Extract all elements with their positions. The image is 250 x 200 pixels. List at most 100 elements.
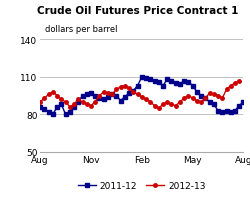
- 2012-13: [85, 104, 88, 106]
- 2011-12: [68, 111, 71, 113]
- Line: 2012-13: 2012-13: [38, 79, 240, 110]
- 2012-13: [228, 85, 231, 87]
- 2012-13: [220, 97, 223, 100]
- 2011-12: [161, 85, 164, 87]
- 2012-13: [98, 95, 100, 97]
- 2011-12: [131, 90, 134, 92]
- 2012-13: [131, 91, 134, 94]
- 2012-13: [56, 95, 58, 97]
- 2011-12: [119, 100, 122, 102]
- 2011-12: [182, 80, 185, 82]
- 2012-13: [89, 105, 92, 107]
- 2012-13: [119, 86, 122, 89]
- 2012-13: [60, 99, 62, 101]
- 2011-12: [64, 114, 67, 116]
- 2012-13: [199, 101, 202, 104]
- 2012-13: [64, 101, 67, 104]
- Legend: 2011-12, 2012-13: 2011-12, 2012-13: [74, 178, 208, 194]
- 2011-12: [169, 80, 172, 82]
- 2011-12: [232, 110, 235, 112]
- 2012-13: [207, 92, 210, 95]
- 2011-12: [178, 84, 181, 86]
- 2011-12: [190, 85, 194, 87]
- 2012-13: [178, 101, 181, 104]
- Text: dollars per barrel: dollars per barrel: [45, 25, 117, 34]
- 2012-13: [140, 96, 143, 99]
- 2011-12: [186, 81, 189, 84]
- 2011-12: [237, 105, 240, 107]
- 2012-13: [156, 107, 160, 110]
- 2012-13: [165, 101, 168, 104]
- 2011-12: [98, 97, 100, 100]
- 2011-12: [60, 104, 62, 106]
- 2012-13: [203, 97, 206, 100]
- 2011-12: [127, 92, 130, 95]
- 2012-13: [68, 106, 71, 108]
- Line: 2011-12: 2011-12: [38, 76, 244, 116]
- 2011-12: [43, 109, 46, 111]
- 2011-12: [165, 79, 168, 81]
- 2011-12: [228, 111, 231, 113]
- 2011-12: [194, 91, 198, 94]
- Text: Crude Oil Futures Price Contract 1: Crude Oil Futures Price Contract 1: [37, 6, 238, 16]
- 2011-12: [51, 114, 54, 116]
- 2012-13: [232, 82, 235, 85]
- 2012-13: [110, 94, 113, 96]
- 2011-12: [81, 95, 84, 97]
- 2012-13: [237, 80, 240, 82]
- 2012-13: [144, 99, 147, 101]
- 2011-12: [102, 99, 105, 101]
- 2011-12: [93, 95, 96, 97]
- 2011-12: [47, 111, 50, 113]
- 2012-13: [152, 105, 156, 107]
- 2012-13: [194, 100, 198, 102]
- 2011-12: [144, 78, 147, 80]
- 2012-13: [174, 105, 176, 107]
- 2012-13: [51, 91, 54, 94]
- 2012-13: [127, 87, 130, 90]
- 2012-13: [169, 104, 172, 106]
- 2012-13: [212, 94, 214, 96]
- 2012-13: [43, 97, 46, 100]
- 2011-12: [56, 106, 58, 108]
- 2012-13: [224, 89, 227, 91]
- 2011-12: [136, 85, 138, 87]
- 2012-13: [38, 101, 42, 104]
- 2012-13: [182, 97, 185, 100]
- 2012-13: [106, 92, 109, 95]
- 2012-13: [123, 85, 126, 87]
- 2011-12: [140, 76, 143, 79]
- 2011-12: [156, 81, 160, 84]
- 2012-13: [136, 94, 138, 96]
- 2011-12: [241, 101, 244, 104]
- 2011-12: [114, 95, 117, 97]
- 2012-13: [81, 101, 84, 104]
- 2011-12: [85, 94, 88, 96]
- 2012-13: [102, 91, 105, 94]
- 2011-12: [72, 106, 75, 108]
- 2011-12: [152, 80, 156, 82]
- 2012-13: [93, 101, 96, 104]
- 2011-12: [207, 101, 210, 104]
- 2012-13: [148, 101, 151, 104]
- 2011-12: [220, 111, 223, 113]
- 2012-13: [216, 95, 219, 97]
- 2011-12: [224, 110, 227, 112]
- 2011-12: [89, 92, 92, 95]
- 2011-12: [106, 96, 109, 99]
- 2012-13: [114, 89, 117, 91]
- 2011-12: [76, 101, 80, 104]
- 2012-13: [72, 104, 75, 106]
- 2011-12: [212, 104, 214, 106]
- 2012-13: [186, 95, 189, 97]
- 2011-12: [203, 97, 206, 100]
- 2011-12: [123, 96, 126, 99]
- 2012-13: [47, 94, 50, 96]
- 2011-12: [174, 82, 176, 85]
- 2012-13: [76, 99, 80, 101]
- 2011-12: [38, 106, 42, 108]
- 2012-13: [161, 104, 164, 106]
- 2011-12: [110, 94, 113, 96]
- 2011-12: [148, 79, 151, 81]
- 2012-13: [190, 97, 194, 100]
